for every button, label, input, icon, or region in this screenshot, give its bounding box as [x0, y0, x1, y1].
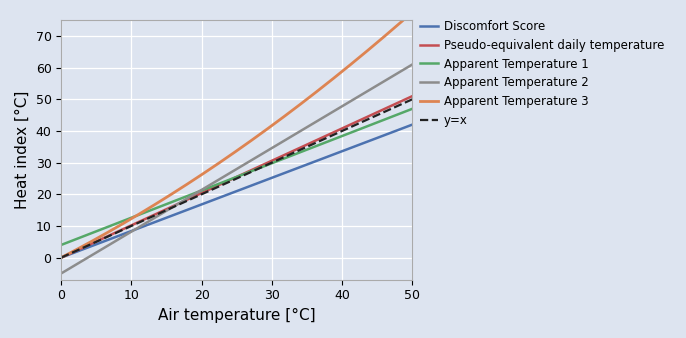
Apparent Temperature 2: [400, 68, 408, 72]
Apparent Temperature 3: [226, 153, 234, 158]
Pseudo-equivalent daily temperature: [400, 98, 408, 102]
Apparent Temperature 1: [247, 169, 255, 173]
Discomfort Score: [400, 126, 408, 130]
Line: Apparent Temperature 3: Apparent Temperature 3: [61, 12, 412, 258]
X-axis label: Air temperature [°C]: Air temperature [°C]: [158, 308, 316, 323]
Apparent Temperature 1: [400, 110, 408, 114]
Legend: Discomfort Score, Pseudo-equivalent daily temperature, Apparent Temperature 1, A: Discomfort Score, Pseudo-equivalent dail…: [416, 15, 670, 132]
Apparent Temperature 3: [247, 139, 255, 143]
Apparent Temperature 2: [224, 172, 232, 176]
Line: Pseudo-equivalent daily temperature: Pseudo-equivalent daily temperature: [61, 96, 412, 258]
Apparent Temperature 3: [266, 125, 274, 129]
y=x: [57, 256, 65, 260]
Discomfort Score: [247, 184, 255, 188]
Apparent Temperature 2: [266, 147, 274, 151]
Line: Apparent Temperature 1: Apparent Temperature 1: [61, 109, 412, 245]
Apparent Temperature 2: [226, 171, 234, 175]
y=x: [345, 126, 353, 130]
Pseudo-equivalent daily temperature: [408, 94, 416, 98]
Discomfort Score: [408, 123, 416, 127]
Pseudo-equivalent daily temperature: [224, 179, 232, 183]
Apparent Temperature 1: [224, 178, 232, 182]
Apparent Temperature 3: [400, 18, 408, 22]
Apparent Temperature 3: [57, 256, 65, 260]
Discomfort Score: [57, 256, 65, 260]
Discomfort Score: [266, 176, 274, 180]
Discomfort Score: [345, 147, 353, 151]
Apparent Temperature 1: [345, 131, 353, 136]
Y-axis label: Heat index [°C]: Heat index [°C]: [15, 91, 30, 209]
Pseudo-equivalent daily temperature: [266, 160, 274, 164]
Apparent Temperature 2: [247, 158, 255, 162]
y=x: [400, 101, 408, 105]
Line: y=x: y=x: [61, 99, 412, 258]
Apparent Temperature 3: [224, 155, 232, 159]
Apparent Temperature 2: [408, 63, 416, 67]
Line: Apparent Temperature 2: Apparent Temperature 2: [61, 65, 412, 273]
y=x: [266, 161, 274, 165]
Apparent Temperature 1: [57, 243, 65, 247]
Pseudo-equivalent daily temperature: [247, 168, 255, 172]
y=x: [247, 170, 255, 174]
Apparent Temperature 3: [345, 64, 353, 68]
Apparent Temperature 3: [408, 10, 416, 14]
Discomfort Score: [226, 192, 234, 196]
Apparent Temperature 1: [226, 177, 234, 182]
Pseudo-equivalent daily temperature: [345, 123, 353, 127]
Discomfort Score: [224, 192, 232, 196]
y=x: [408, 97, 416, 101]
Apparent Temperature 1: [408, 107, 416, 111]
y=x: [224, 180, 232, 185]
Apparent Temperature 1: [266, 162, 274, 166]
Apparent Temperature 2: [345, 100, 353, 104]
Line: Discomfort Score: Discomfort Score: [61, 125, 412, 258]
Pseudo-equivalent daily temperature: [226, 178, 234, 182]
y=x: [226, 179, 234, 184]
Apparent Temperature 2: [57, 271, 65, 275]
Pseudo-equivalent daily temperature: [57, 256, 65, 260]
